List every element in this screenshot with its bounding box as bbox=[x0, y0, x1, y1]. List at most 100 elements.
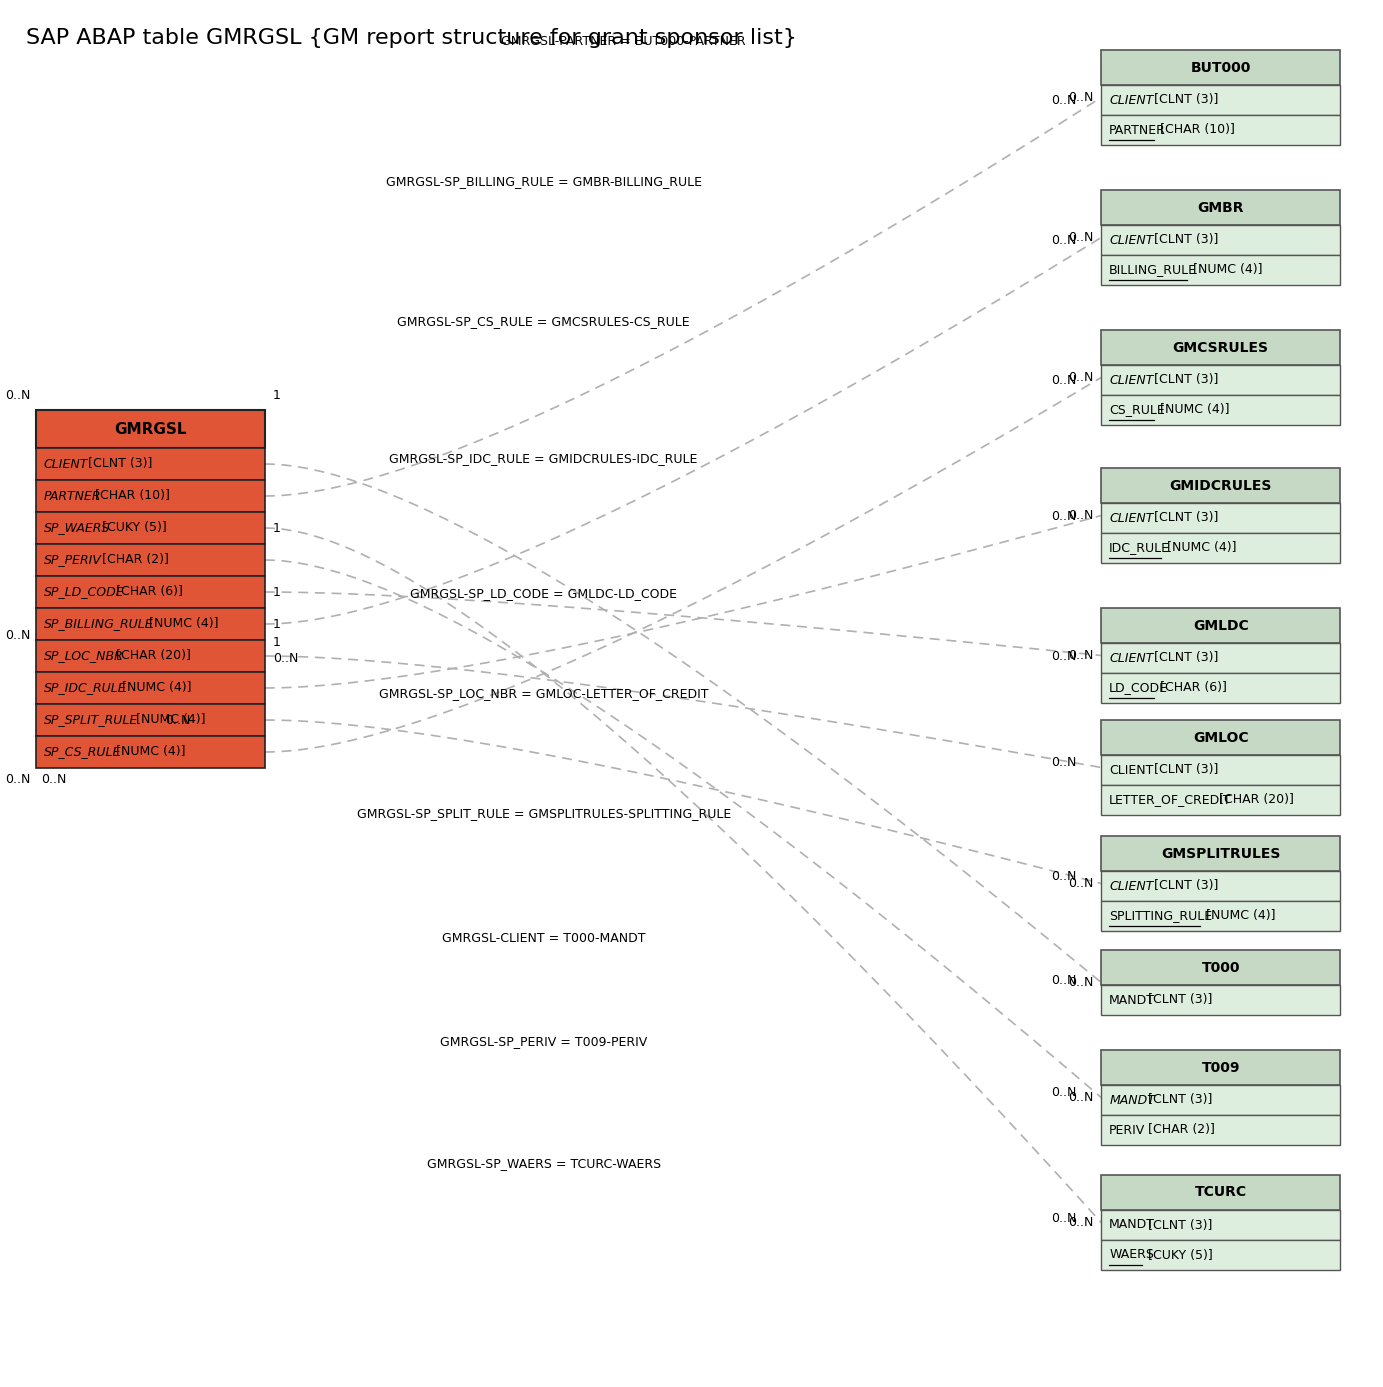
Text: CLIENT: CLIENT bbox=[1109, 763, 1153, 777]
Text: [CLNT (3)]: [CLNT (3)] bbox=[1151, 373, 1218, 387]
Text: 0..N: 0..N bbox=[1051, 233, 1076, 247]
Text: 0..N: 0..N bbox=[1051, 870, 1076, 882]
Bar bbox=[1101, 836, 1340, 871]
Text: MANDT: MANDT bbox=[1109, 993, 1155, 1007]
Bar bbox=[36, 512, 266, 544]
Text: 0..N: 0..N bbox=[6, 628, 30, 642]
Text: [CLNT (3)]: [CLNT (3)] bbox=[1151, 763, 1218, 777]
Text: GMCSRULES: GMCSRULES bbox=[1173, 340, 1268, 355]
Text: 0..N: 0..N bbox=[166, 713, 191, 727]
Bar bbox=[1101, 1115, 1340, 1146]
Bar bbox=[1101, 533, 1340, 563]
Bar bbox=[1101, 673, 1340, 703]
Bar bbox=[1101, 1209, 1340, 1240]
Text: [CHAR (6)]: [CHAR (6)] bbox=[1156, 681, 1227, 695]
Text: 0..N: 0..N bbox=[1051, 373, 1076, 387]
Text: SP_LD_CODE: SP_LD_CODE bbox=[44, 585, 124, 599]
Bar bbox=[1101, 720, 1340, 755]
Text: GMRGSL-SP_IDC_RULE = GMIDCRULES-IDC_RULE: GMRGSL-SP_IDC_RULE = GMIDCRULES-IDC_RULE bbox=[390, 452, 698, 465]
Bar bbox=[1101, 85, 1340, 115]
Text: 0..N: 0..N bbox=[272, 652, 299, 664]
Text: LD_CODE: LD_CODE bbox=[1109, 681, 1169, 695]
Text: SP_CS_RULE: SP_CS_RULE bbox=[44, 745, 122, 759]
Text: GMLDC: GMLDC bbox=[1192, 619, 1249, 632]
Text: 0..N: 0..N bbox=[1068, 976, 1094, 989]
Bar bbox=[1101, 608, 1340, 644]
Text: [CLNT (3)]: [CLNT (3)] bbox=[1151, 652, 1218, 664]
Text: 0..N: 0..N bbox=[1068, 649, 1094, 662]
Text: [CHAR (20)]: [CHAR (20)] bbox=[1214, 793, 1293, 806]
Text: GMLOC: GMLOC bbox=[1194, 731, 1249, 745]
Text: CLIENT: CLIENT bbox=[1109, 93, 1153, 107]
Text: 0..N: 0..N bbox=[1051, 93, 1076, 107]
Text: MANDT: MANDT bbox=[1109, 1219, 1155, 1232]
Bar bbox=[1101, 330, 1340, 365]
Text: CS_RULE: CS_RULE bbox=[1109, 404, 1164, 416]
Text: SP_PERIV: SP_PERIV bbox=[44, 553, 102, 566]
Text: 0..N: 0..N bbox=[1068, 1216, 1094, 1229]
Text: 1: 1 bbox=[272, 522, 281, 534]
Text: WAERS: WAERS bbox=[1109, 1248, 1153, 1262]
Bar bbox=[36, 639, 266, 671]
Text: GMRGSL-SP_LOC_NBR = GMLOC-LETTER_OF_CREDIT: GMRGSL-SP_LOC_NBR = GMLOC-LETTER_OF_CRED… bbox=[379, 687, 708, 700]
Text: 0..N: 0..N bbox=[1051, 974, 1076, 986]
Text: [CHAR (6)]: [CHAR (6)] bbox=[112, 585, 183, 599]
Bar bbox=[1101, 902, 1340, 931]
Bar bbox=[36, 480, 266, 512]
Text: SP_WAERS: SP_WAERS bbox=[44, 522, 111, 534]
Text: GMRGSL-SP_BILLING_RULE = GMBR-BILLING_RULE: GMRGSL-SP_BILLING_RULE = GMBR-BILLING_RU… bbox=[386, 175, 701, 189]
Text: 0..N: 0..N bbox=[1068, 509, 1094, 522]
Text: BUT000: BUT000 bbox=[1191, 61, 1250, 75]
Text: 1: 1 bbox=[272, 617, 281, 631]
Text: [CLNT (3)]: [CLNT (3)] bbox=[1151, 93, 1218, 107]
Bar bbox=[36, 705, 266, 736]
Text: [CLNT (3)]: [CLNT (3)] bbox=[84, 458, 154, 470]
Text: CLIENT: CLIENT bbox=[1109, 233, 1153, 247]
Bar bbox=[36, 411, 266, 448]
Text: SP_IDC_RULE: SP_IDC_RULE bbox=[44, 681, 126, 695]
Text: GMRGSL-SP_WAERS = TCURC-WAERS: GMRGSL-SP_WAERS = TCURC-WAERS bbox=[426, 1157, 661, 1171]
Text: 0..N: 0..N bbox=[1068, 232, 1094, 244]
Text: GMRGSL: GMRGSL bbox=[115, 422, 187, 437]
Text: 0..N: 0..N bbox=[1051, 1086, 1076, 1100]
Bar bbox=[1101, 467, 1340, 503]
Text: 1: 1 bbox=[272, 635, 281, 649]
Text: 1: 1 bbox=[272, 388, 281, 402]
Bar bbox=[1101, 503, 1340, 533]
Text: SP_BILLING_RULE: SP_BILLING_RULE bbox=[44, 617, 154, 631]
Text: 0..N: 0..N bbox=[1068, 92, 1094, 104]
Bar bbox=[1101, 950, 1340, 985]
Bar bbox=[1101, 785, 1340, 816]
Text: SPLITTING_RULE: SPLITTING_RULE bbox=[1109, 910, 1213, 922]
Text: 0..N: 0..N bbox=[1051, 509, 1076, 523]
Bar bbox=[1101, 50, 1340, 85]
Text: CLIENT: CLIENT bbox=[44, 458, 89, 470]
Text: GMIDCRULES: GMIDCRULES bbox=[1170, 479, 1272, 492]
Bar bbox=[36, 671, 266, 705]
Text: GMRGSL-SP_CS_RULE = GMCSRULES-CS_RULE: GMRGSL-SP_CS_RULE = GMCSRULES-CS_RULE bbox=[397, 315, 690, 327]
Text: 0..N: 0..N bbox=[1068, 877, 1094, 890]
Text: 0..N: 0..N bbox=[1068, 370, 1094, 384]
Text: IDC_RULE: IDC_RULE bbox=[1109, 541, 1170, 555]
Text: [NUMC (4)]: [NUMC (4)] bbox=[145, 617, 219, 631]
Text: PERIV: PERIV bbox=[1109, 1123, 1145, 1136]
Text: [CHAR (20)]: [CHAR (20)] bbox=[112, 649, 191, 663]
Text: [NUMC (4)]: [NUMC (4)] bbox=[112, 745, 185, 759]
Bar bbox=[36, 736, 266, 768]
Bar bbox=[1101, 1240, 1340, 1270]
Text: PARTNER: PARTNER bbox=[1109, 123, 1166, 136]
Text: [NUMC (4)]: [NUMC (4)] bbox=[1163, 541, 1236, 555]
Text: BILLING_RULE: BILLING_RULE bbox=[1109, 264, 1198, 276]
Text: MANDT: MANDT bbox=[1109, 1093, 1155, 1107]
Text: [CLNT (3)]: [CLNT (3)] bbox=[1144, 1219, 1212, 1232]
Text: CLIENT: CLIENT bbox=[1109, 373, 1153, 387]
Text: SAP ABAP table GMRGSL {GM report structure for grant sponsor list}: SAP ABAP table GMRGSL {GM report structu… bbox=[26, 28, 797, 49]
Bar bbox=[1101, 985, 1340, 1015]
Bar bbox=[1101, 115, 1340, 146]
Text: PARTNER: PARTNER bbox=[44, 490, 101, 502]
Text: [CHAR (10)]: [CHAR (10)] bbox=[91, 490, 170, 502]
Bar bbox=[1101, 395, 1340, 424]
Text: SP_SPLIT_RULE: SP_SPLIT_RULE bbox=[44, 713, 138, 727]
Text: [CLNT (3)]: [CLNT (3)] bbox=[1151, 233, 1218, 247]
Text: 0..N: 0..N bbox=[1068, 1092, 1094, 1104]
